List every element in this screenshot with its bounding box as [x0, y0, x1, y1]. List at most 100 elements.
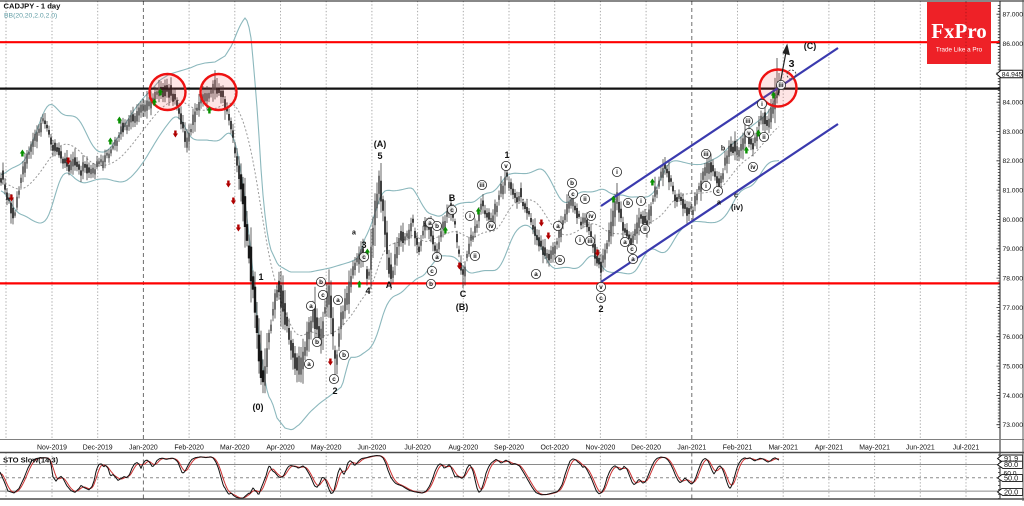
svg-text:84.000: 84.000 — [1003, 100, 1024, 107]
svg-text:Aug-2020: Aug-2020 — [448, 445, 478, 452]
svg-text:79.000: 79.000 — [1003, 246, 1024, 253]
svg-text:v: v — [504, 163, 508, 170]
svg-text:2: 2 — [332, 386, 337, 396]
svg-text:Nov-2019: Nov-2019 — [37, 445, 67, 452]
svg-text:a: a — [435, 254, 439, 261]
svg-text:a: a — [307, 361, 311, 368]
svg-text:Apr-2020: Apr-2020 — [266, 445, 295, 452]
svg-text:a: a — [352, 230, 356, 237]
svg-text:c: c — [321, 292, 325, 299]
svg-text:Mar-2020: Mar-2020 — [220, 445, 250, 452]
svg-text:82.000: 82.000 — [1003, 158, 1024, 165]
svg-text:c: c — [362, 254, 366, 261]
svg-text:BB(20,20,2.0,2.0): BB(20,20,2.0,2.0) — [4, 13, 57, 20]
svg-text:May-2020: May-2020 — [311, 445, 342, 452]
svg-text:78.000: 78.000 — [1003, 276, 1024, 283]
svg-text:84.945: 84.945 — [1002, 71, 1023, 78]
svg-text:Nov-2020: Nov-2020 — [585, 445, 615, 452]
svg-text:Jun-2020: Jun-2020 — [358, 445, 387, 452]
svg-text:20.0: 20.0 — [1004, 487, 1018, 496]
svg-text:i: i — [616, 169, 618, 176]
svg-text:a: a — [428, 220, 432, 227]
svg-text:50.0: 50.0 — [1004, 473, 1018, 482]
svg-text:5: 5 — [377, 151, 382, 161]
svg-text:(C): (C) — [804, 41, 817, 51]
svg-text:a: a — [556, 223, 560, 230]
svg-text:77.000: 77.000 — [1003, 305, 1024, 312]
svg-text:ii: ii — [473, 253, 477, 260]
svg-text:60.0: 60.0 — [1004, 470, 1017, 477]
svg-text:4: 4 — [365, 286, 370, 296]
svg-text:83.000: 83.000 — [1003, 129, 1024, 136]
svg-text:87.000: 87.000 — [1003, 12, 1024, 19]
svg-text:Dec-2020: Dec-2020 — [631, 445, 661, 452]
svg-text:Jul-2021: Jul-2021 — [953, 445, 980, 452]
svg-text:v: v — [747, 130, 751, 137]
svg-text:ii: ii — [583, 196, 587, 203]
svg-text:iv: iv — [588, 213, 594, 220]
svg-text:May-2021: May-2021 — [859, 445, 890, 452]
svg-text:b: b — [435, 223, 439, 230]
svg-text:Oct-2020: Oct-2020 — [541, 445, 570, 452]
svg-text:FxPro: FxPro — [931, 19, 987, 43]
svg-text:STO Slow(14,3): STO Slow(14,3) — [3, 456, 59, 465]
svg-text:iii: iii — [745, 118, 750, 125]
svg-text:Feb-2020: Feb-2020 — [174, 445, 204, 452]
svg-text:Jul-2020: Jul-2020 — [404, 445, 431, 452]
svg-text:73.000: 73.000 — [1003, 422, 1024, 429]
svg-text:iii: iii — [479, 182, 484, 189]
svg-text:Dec-2019: Dec-2019 — [83, 445, 113, 452]
svg-text:86.000: 86.000 — [1003, 41, 1024, 48]
svg-text:b: b — [626, 200, 630, 207]
svg-text:iv: iv — [750, 164, 756, 171]
svg-text:i: i — [761, 101, 763, 108]
svg-text:c: c — [571, 191, 575, 198]
svg-text:75.000: 75.000 — [1003, 364, 1024, 371]
svg-text:b: b — [558, 257, 562, 264]
svg-text:Mar-2021: Mar-2021 — [768, 445, 798, 452]
svg-text:81.000: 81.000 — [1003, 188, 1024, 195]
svg-text:1: 1 — [504, 150, 509, 160]
svg-text:(B): (B) — [456, 302, 469, 312]
svg-text:c: c — [599, 295, 603, 302]
svg-text:80.000: 80.000 — [1003, 217, 1024, 224]
svg-text:3: 3 — [361, 240, 366, 250]
svg-text:v: v — [599, 284, 603, 291]
svg-text:Sep-2020: Sep-2020 — [494, 445, 524, 452]
svg-text:i: i — [640, 198, 642, 205]
svg-text:c: c — [734, 193, 738, 200]
svg-text:91.9: 91.9 — [1004, 454, 1018, 463]
svg-text:b: b — [319, 279, 323, 286]
svg-text:b: b — [721, 146, 725, 153]
svg-text:74.000: 74.000 — [1003, 393, 1024, 400]
svg-text:c: c — [332, 376, 336, 383]
svg-text:a: a — [534, 271, 538, 278]
svg-text:iv: iv — [488, 223, 494, 230]
svg-text:a: a — [623, 239, 627, 246]
svg-text:1: 1 — [258, 272, 263, 282]
svg-text:B: B — [449, 193, 456, 203]
svg-text:C: C — [460, 289, 467, 299]
svg-text:b: b — [342, 352, 346, 359]
svg-text:Feb-2021: Feb-2021 — [723, 445, 753, 452]
svg-text:b: b — [429, 281, 433, 288]
svg-text:A: A — [386, 280, 393, 290]
svg-text:b: b — [315, 339, 319, 346]
svg-text:ii: ii — [643, 226, 647, 233]
svg-text:a: a — [631, 256, 635, 263]
svg-text:i: i — [705, 183, 707, 190]
svg-text:iii: iii — [587, 238, 592, 245]
svg-text:3: 3 — [789, 58, 795, 70]
svg-text:CADJPY - 1 day: CADJPY - 1 day — [4, 2, 62, 11]
svg-text:(iv): (iv) — [731, 203, 743, 212]
svg-text:Jan-2020: Jan-2020 — [129, 445, 158, 452]
svg-text:b: b — [423, 222, 427, 229]
svg-text:c: c — [430, 268, 434, 275]
svg-text:a: a — [717, 200, 721, 207]
svg-text:iii: iii — [703, 151, 708, 158]
svg-text:a: a — [309, 303, 313, 310]
svg-text:c: c — [450, 207, 454, 214]
svg-text:ii: ii — [762, 134, 766, 141]
svg-text:a: a — [336, 297, 340, 304]
svg-text:Trade Like a Pro: Trade Like a Pro — [936, 47, 983, 54]
